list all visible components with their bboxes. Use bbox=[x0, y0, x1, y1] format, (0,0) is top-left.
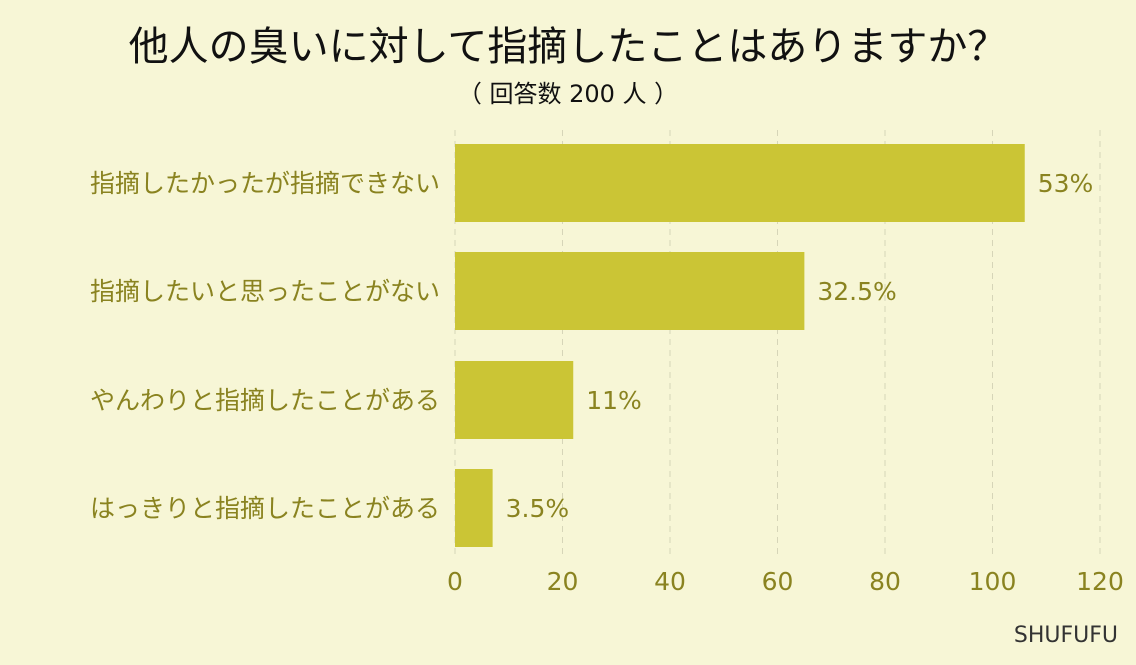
chart-title: 他人の臭いに対して指摘したことはありますか？ bbox=[129, 24, 1008, 70]
x-tick-label: 60 bbox=[762, 567, 794, 596]
x-tick-label: 120 bbox=[1076, 567, 1124, 596]
x-axis-ticks: 0 20 40 60 80 100 120 bbox=[447, 567, 1124, 596]
data-label: 3.5% bbox=[506, 494, 570, 523]
bars: 指摘したかったが指摘できない 53% 指摘したいと思ったことがない 32.5% やんわり… bbox=[90, 144, 1093, 547]
data-label: 11% bbox=[586, 386, 642, 415]
x-tick-label: 20 bbox=[547, 567, 579, 596]
x-tick-label: 100 bbox=[969, 567, 1017, 596]
bar bbox=[455, 469, 493, 547]
x-tick-label: 80 bbox=[869, 567, 901, 596]
chart-subtitle: （ 回答数 200 人 ） bbox=[458, 80, 678, 108]
bar bbox=[455, 361, 574, 439]
category-label: やんわりと指摘したことがある bbox=[90, 386, 440, 415]
bar bbox=[455, 252, 805, 330]
x-tick-label: 0 bbox=[447, 567, 463, 596]
data-label: 53% bbox=[1038, 169, 1094, 198]
category-label: 指摘したかったが指摘できない bbox=[90, 169, 440, 198]
x-tick-label: 40 bbox=[654, 567, 686, 596]
bar bbox=[455, 144, 1025, 222]
data-label: 32.5% bbox=[817, 277, 896, 306]
brand-logo-text: SHUFUFU bbox=[1014, 623, 1118, 648]
category-label: 指摘したいと思ったことがない bbox=[90, 277, 440, 306]
category-label: はっきりと指摘したことがある bbox=[90, 494, 440, 523]
